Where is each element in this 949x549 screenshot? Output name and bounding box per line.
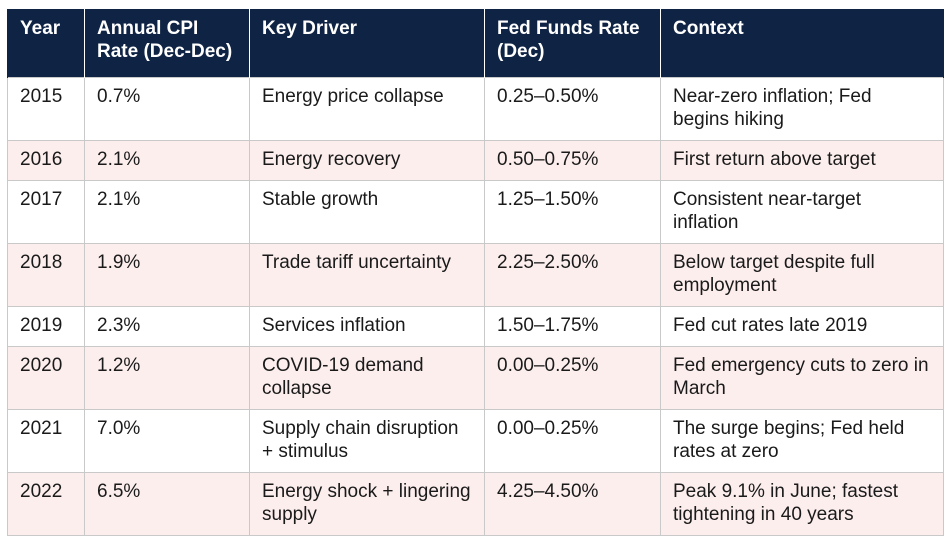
cell-context: The surge begins; Fed held rates at zero bbox=[660, 408, 944, 473]
table-row: 2022 6.5% Energy shock + lingering suppl… bbox=[7, 471, 944, 536]
cell-context: Fed cut rates late 2019 bbox=[660, 305, 944, 347]
table-row: 2017 2.1% Stable growth 1.25–1.50% Consi… bbox=[7, 179, 944, 244]
cell-cpi-rate: 1.9% bbox=[84, 242, 250, 307]
cell-year: 2018 bbox=[7, 242, 85, 307]
column-header-cpi-rate: Annual CPI Rate (Dec-Dec) bbox=[84, 9, 250, 77]
cell-year: 2022 bbox=[7, 471, 85, 536]
cell-fed-funds-rate: 2.25–2.50% bbox=[484, 242, 661, 307]
cell-fed-funds-rate: 1.50–1.75% bbox=[484, 305, 661, 347]
cell-context: Consistent near-target inflation bbox=[660, 179, 944, 244]
cell-context: Peak 9.1% in June; fastest tightening in… bbox=[660, 471, 944, 536]
cell-cpi-rate: 2.1% bbox=[84, 179, 250, 244]
cell-cpi-rate: 1.2% bbox=[84, 345, 250, 410]
cell-key-driver: Energy shock + lingering supply bbox=[249, 471, 485, 536]
cell-fed-funds-rate: 0.00–0.25% bbox=[484, 408, 661, 473]
cell-context: First return above target bbox=[660, 139, 944, 181]
cell-cpi-rate: 2.3% bbox=[84, 305, 250, 347]
cell-context: Fed emergency cuts to zero in March bbox=[660, 345, 944, 410]
cell-key-driver: Energy price collapse bbox=[249, 76, 485, 141]
cell-key-driver: COVID-19 demand collapse bbox=[249, 345, 485, 410]
cell-fed-funds-rate: 0.25–0.50% bbox=[484, 76, 661, 141]
cell-year: 2017 bbox=[7, 179, 85, 244]
cell-cpi-rate: 7.0% bbox=[84, 408, 250, 473]
column-header-year: Year bbox=[7, 9, 85, 77]
cell-fed-funds-rate: 0.50–0.75% bbox=[484, 139, 661, 181]
column-header-context: Context bbox=[660, 9, 944, 77]
cell-key-driver: Stable growth bbox=[249, 179, 485, 244]
column-header-fed-funds-rate: Fed Funds Rate (Dec) bbox=[484, 9, 661, 77]
cell-fed-funds-rate: 1.25–1.50% bbox=[484, 179, 661, 244]
cell-context: Below target despite full employment bbox=[660, 242, 944, 307]
header-row: Year Annual CPI Rate (Dec-Dec) Key Drive… bbox=[7, 9, 944, 77]
cell-key-driver: Energy recovery bbox=[249, 139, 485, 181]
cell-fed-funds-rate: 0.00–0.25% bbox=[484, 345, 661, 410]
cell-year: 2021 bbox=[7, 408, 85, 473]
cell-fed-funds-rate: 4.25–4.50% bbox=[484, 471, 661, 536]
table-row: 2019 2.3% Services inflation 1.50–1.75% … bbox=[7, 305, 944, 347]
cell-key-driver: Supply chain disruption + stimulus bbox=[249, 408, 485, 473]
table-row: 2015 0.7% Energy price collapse 0.25–0.5… bbox=[7, 76, 944, 141]
cell-year: 2020 bbox=[7, 345, 85, 410]
table-row: 2020 1.2% COVID-19 demand collapse 0.00–… bbox=[7, 345, 944, 410]
cell-cpi-rate: 6.5% bbox=[84, 471, 250, 536]
cell-context: Near-zero inflation; Fed begins hiking bbox=[660, 76, 944, 141]
table-row: 2016 2.1% Energy recovery 0.50–0.75% Fir… bbox=[7, 139, 944, 181]
cell-year: 2015 bbox=[7, 76, 85, 141]
cell-year: 2016 bbox=[7, 139, 85, 181]
cpi-history-table: Year Annual CPI Rate (Dec-Dec) Key Drive… bbox=[7, 9, 944, 536]
cell-cpi-rate: 2.1% bbox=[84, 139, 250, 181]
cell-key-driver: Services inflation bbox=[249, 305, 485, 347]
table-row: 2021 7.0% Supply chain disruption + stim… bbox=[7, 408, 944, 473]
cell-year: 2019 bbox=[7, 305, 85, 347]
table-row: 2018 1.9% Trade tariff uncertainty 2.25–… bbox=[7, 242, 944, 307]
cell-key-driver: Trade tariff uncertainty bbox=[249, 242, 485, 307]
cpi-table-container: Year Annual CPI Rate (Dec-Dec) Key Drive… bbox=[7, 9, 944, 536]
column-header-key-driver: Key Driver bbox=[249, 9, 485, 77]
cell-cpi-rate: 0.7% bbox=[84, 76, 250, 141]
